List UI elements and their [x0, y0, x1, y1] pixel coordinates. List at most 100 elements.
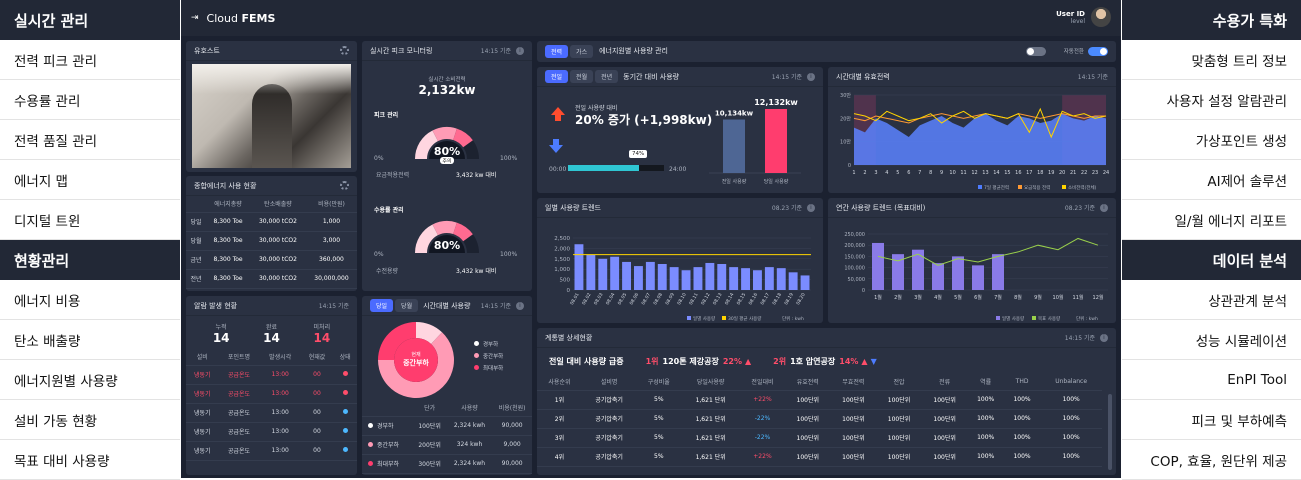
table-row[interactable]: 1위 공기압축기 5% 1,621 단위 +22% 100단위 100단위 100단위 100단…: [537, 390, 1102, 410]
right-menu-item[interactable]: EnPI Tool: [1122, 360, 1301, 400]
detail-header[interactable]: Unbalance: [1040, 374, 1102, 391]
table-row[interactable]: 4위 공기압축기 5% 1,621 단위 +22% 100단위 100단위 100단위 100단…: [537, 447, 1102, 467]
table-row[interactable]: 3위 공기압축기 5% 1,621 단위 -22% 100단위 100단위 100단위 100단…: [537, 428, 1102, 448]
x-tick-label: 08.07: [640, 292, 652, 306]
daily-bar: [717, 264, 727, 290]
right-menu-item[interactable]: 사용자 설정 알람관리: [1122, 80, 1301, 120]
gear-icon[interactable]: [340, 181, 349, 190]
right-menu-item[interactable]: 가상포인트 생성: [1122, 120, 1301, 160]
table-row[interactable]: 냉동기 공급온도 13:00 00: [186, 441, 357, 461]
x-tick-label: 8: [929, 170, 932, 176]
detail-cell: 100단위: [830, 447, 877, 467]
detail-header[interactable]: 전류: [921, 374, 968, 391]
legend-swatch: [978, 185, 982, 189]
table-row[interactable]: 2위 공기압축기 5% 1,621 단위 -22% 100단위 100단위 100단위 100단…: [537, 409, 1102, 429]
alarm-stat-label: 누적: [215, 324, 227, 331]
detail-header[interactable]: 무효전력: [830, 374, 877, 391]
info-icon[interactable]: i: [807, 72, 815, 81]
right-menu-item[interactable]: 맞춤형 트리 정보: [1122, 40, 1301, 80]
alarm-stat-label: 완료: [265, 324, 278, 331]
gear-icon[interactable]: [340, 46, 349, 55]
left-menu-item[interactable]: 탄소 배출량: [0, 320, 180, 360]
user-box[interactable]: User ID level: [1056, 7, 1111, 27]
app-logo: Cloud FEMS: [207, 12, 276, 25]
monthly-panel: 연간 사용량 트렌드 (목표대비) 08.23 기준 i 250,000 200,00…: [828, 198, 1116, 323]
peak-gauge: 80%주의: [415, 127, 479, 165]
load-cost: 90,000: [492, 454, 532, 474]
tab-prev-day[interactable]: 전일: [545, 70, 569, 83]
alarm-header[interactable]: 포인트명: [218, 349, 260, 366]
detail-cell: 100%: [1040, 390, 1102, 410]
energy-mgmt-title: 에너지원별 사용량 관리: [599, 47, 668, 55]
x-tick-label: 14: [993, 170, 999, 176]
table-row[interactable]: 냉동기 공급온도 13:00 00: [186, 422, 357, 442]
tab-prev-year[interactable]: 전년: [595, 70, 619, 83]
info-icon[interactable]: i: [516, 46, 524, 55]
daily-panel: 일별 사용량 트렌드 08.23 기준 i 2,500 2,000 1,500 1,000…: [537, 198, 823, 323]
left-menu-item[interactable]: 에너지 맵: [0, 160, 180, 200]
info-icon[interactable]: i: [807, 203, 815, 212]
left-menu-item[interactable]: 설비 가동 현황: [0, 400, 180, 440]
alarm-header[interactable]: 설비: [186, 349, 219, 366]
tab-electric[interactable]: 전력: [545, 44, 569, 58]
summary-header: 탄소배출량: [250, 196, 306, 213]
right-menu-item[interactable]: 상관관계 분석: [1122, 280, 1301, 320]
right-menu: 수용가 특화 맞춤형 트리 정보 사용자 설정 알람관리 가상포인트 생성 AI제어 솔…: [1122, 0, 1301, 480]
left-menu-item[interactable]: 에너지원별 사용량: [0, 360, 180, 400]
login-arrow-icon[interactable]: ⇥: [191, 13, 199, 23]
table-row[interactable]: 냉동기 공급온도 13:00 00: [186, 403, 357, 423]
info-icon[interactable]: i: [516, 301, 524, 310]
right-menu-item[interactable]: COP, 효율, 원단위 제공: [1122, 440, 1301, 480]
detail-header[interactable]: 사용순위: [537, 374, 582, 391]
info-icon[interactable]: i: [1100, 203, 1108, 212]
left-menu-item[interactable]: 수용률 관리: [0, 80, 180, 120]
right-menu-item[interactable]: 일/월 에너지 리포트: [1122, 200, 1301, 240]
table-row[interactable]: 냉동기 공급온도 13:00 00: [186, 365, 357, 385]
left-menu-item[interactable]: 전력 피크 관리: [0, 40, 180, 80]
alarm-header[interactable]: 상태: [333, 349, 357, 366]
toggle-switch[interactable]: [1025, 46, 1046, 56]
tab-today[interactable]: 당일: [370, 299, 394, 312]
avatar[interactable]: [1091, 7, 1111, 27]
detail-header[interactable]: THD: [1003, 374, 1041, 391]
table-row: 당월 8,300 Toe 30,000 tCO2 3,000: [186, 231, 357, 251]
detail-header[interactable]: 전일대비: [740, 374, 785, 391]
summary-cell: 8,300 Toe: [206, 269, 251, 289]
scrollbar[interactable]: [1108, 394, 1112, 470]
detail-cell: 1,621 단위: [681, 409, 741, 429]
left-menu-item[interactable]: 디지털 트윈: [0, 200, 180, 240]
right-menu-item[interactable]: 피크 및 부하예측: [1122, 400, 1301, 440]
yuhost-panel: 유호스트: [186, 41, 357, 172]
table-row[interactable]: 냉동기 공급온도 13:00 00: [186, 384, 357, 404]
right-menu-item[interactable]: 성능 시뮬레이션: [1122, 320, 1301, 360]
detail-header[interactable]: 당일사용량: [681, 374, 741, 391]
tab-month[interactable]: 당월: [395, 299, 419, 312]
detail-header[interactable]: 전압: [876, 374, 922, 391]
info-icon[interactable]: i: [1100, 333, 1108, 342]
right-menu-item[interactable]: AI제어 솔루션: [1122, 160, 1301, 200]
detail-header[interactable]: 설비명: [581, 374, 637, 391]
auto-switch-toggle[interactable]: [1088, 46, 1108, 56]
time-start: 00:00: [549, 166, 567, 173]
y-tick-label: 2,500: [554, 236, 570, 242]
detail-header[interactable]: 역률: [967, 374, 1004, 391]
left-menu-item[interactable]: 목표 대비 사용량: [0, 440, 180, 480]
summary-table: 에너지총량 탄소배출량 비용(만원) 당일 8,300 Toe 30,000 tCO2 1,…: [186, 196, 357, 289]
x-tick-label: 6월: [974, 294, 982, 301]
tab-prev-month[interactable]: 전월: [570, 70, 594, 83]
tab-gas[interactable]: 가스: [570, 44, 594, 58]
rank2: 2위: [773, 356, 787, 366]
table-row: 중간부하 200단위 324 kwh 9,000: [362, 435, 532, 455]
detail-header[interactable]: 구성비율: [636, 374, 682, 391]
x-tick-label: 08.17: [759, 292, 771, 306]
legend-label: 최대부하: [483, 366, 504, 372]
alarm-header[interactable]: 현재값: [300, 349, 334, 366]
load-cost: 9,000: [492, 435, 532, 455]
left-menu-item[interactable]: 에너지 비용: [0, 280, 180, 320]
y-tick-label: 1,500: [554, 257, 570, 263]
detail-header[interactable]: 유효전력: [784, 374, 831, 391]
left-menu-item[interactable]: 전력 품질 관리: [0, 120, 180, 160]
alarm-header[interactable]: 발생시각: [259, 349, 301, 366]
legend-label: 중간부하: [483, 354, 504, 360]
detail-title: 계통별 상세현황: [545, 333, 593, 342]
